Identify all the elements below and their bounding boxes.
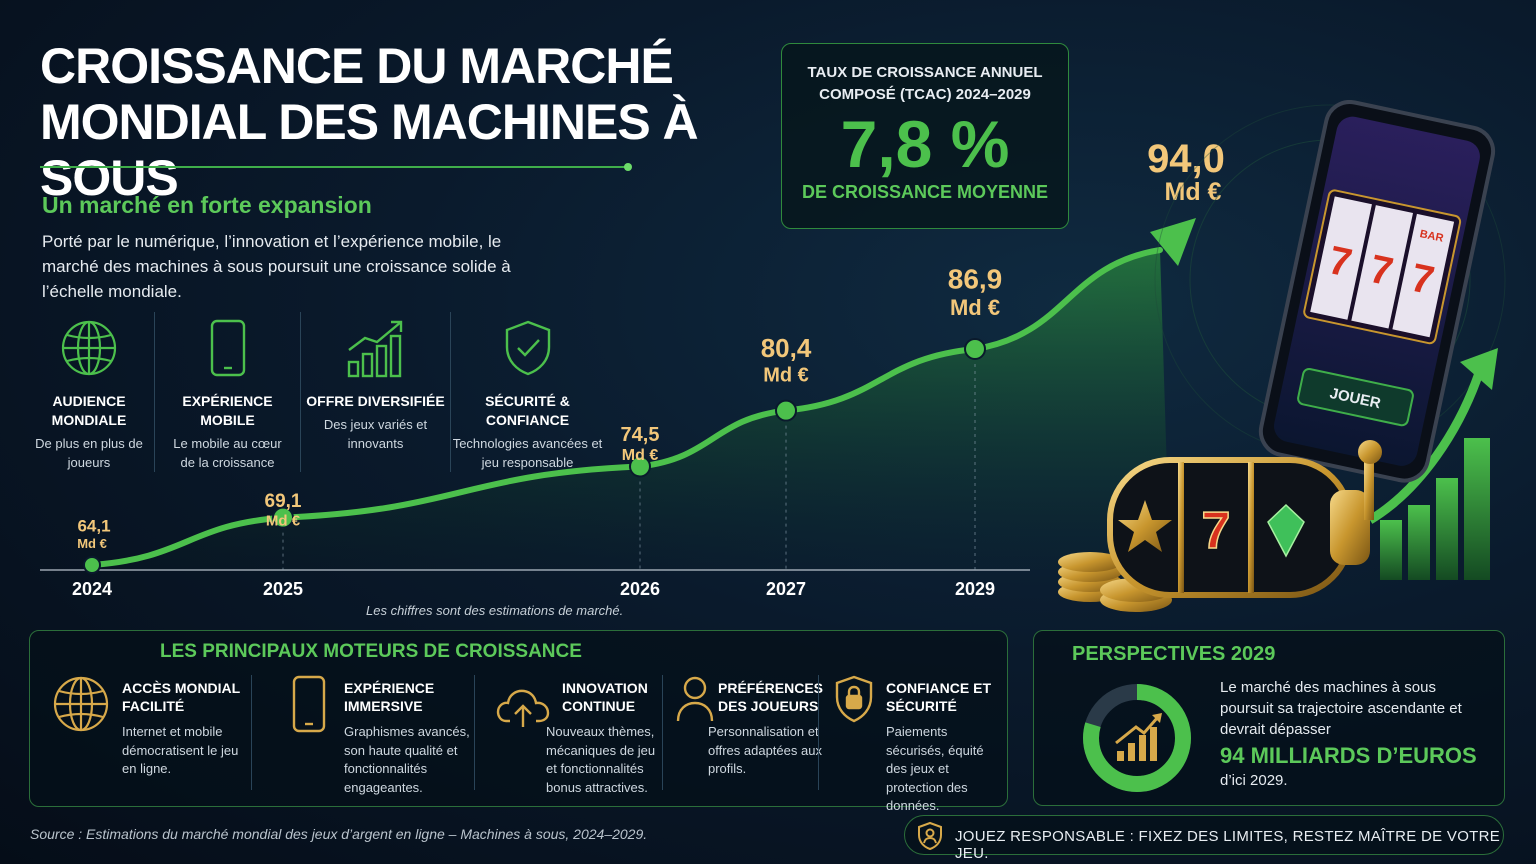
driver-immersive-experience: Expérience immersive Graphismes avancés,…	[290, 675, 490, 795]
driver-separator	[251, 675, 252, 790]
data-label-value: 80,4	[761, 333, 812, 363]
driver-separator	[474, 675, 475, 790]
data-label-unit: Md €	[266, 512, 301, 529]
user-icon	[676, 675, 714, 728]
lock-icon	[834, 675, 874, 728]
perspectives-title: Perspectives 2029	[1072, 643, 1276, 665]
feature-security-trust: Sécurité & confiance Technologies avancé…	[450, 312, 604, 472]
driver-desc: Graphismes avancés, son haute qualité et…	[344, 724, 470, 795]
globe-icon	[52, 675, 110, 738]
smartphone-illustration: 7 7 7 BAR JOUER	[1258, 100, 1496, 483]
cagr-box: Taux de croissance annuel composé (TCAC)…	[781, 43, 1069, 229]
cagr-value: 7,8 %	[840, 107, 1010, 181]
perspectives-panel: Perspectives 2029 Le marché des machines…	[1033, 630, 1505, 806]
shield-check-icon	[451, 318, 604, 378]
driver-player-preferences: Préférences des joueurs Personnalisation…	[676, 675, 826, 793]
feature-row: Audience mondiale De plus en plus de jou…	[24, 312, 604, 472]
chart-point	[629, 455, 651, 478]
chart-area	[92, 250, 1170, 570]
perspectives-text: Le marché des machines à sous poursuit s…	[1220, 679, 1462, 738]
growth-drivers-panel: Les principaux moteurs de croissance Acc…	[29, 630, 1008, 813]
chart-point	[964, 338, 986, 360]
intro-text: Porté par le numérique, l’innovation et …	[42, 232, 511, 301]
driver-continuous-innovation: Innovation continue Nouveaux thèmes, méc…	[496, 675, 656, 795]
driver-global-access: Accès mondial facilité Internet et mobil…	[52, 675, 252, 793]
x-tick-label: 2025	[263, 579, 303, 599]
shield-user-icon	[918, 821, 942, 851]
growth-bars-icon	[301, 318, 450, 378]
driver-title: Expérience immersive	[344, 680, 435, 714]
growth-bars-decoration	[1367, 348, 1498, 580]
driver-trust-security: Confiance et sécurité Paiements sécurisé…	[834, 675, 1004, 813]
chart-series-line	[89, 247, 1163, 568]
chart-point	[272, 506, 294, 529]
data-label-value: 69,1	[265, 491, 302, 512]
data-label-unit: Md €	[622, 447, 659, 464]
smartphone-icon	[155, 318, 300, 378]
feature-desc: Des jeux variés et innovants	[323, 417, 428, 451]
driver-title: Innovation continue	[562, 680, 648, 714]
data-label-unit: Md €	[950, 295, 1000, 320]
chart-note: Les chiffres sont des estimations de mar…	[366, 603, 624, 618]
feature-mobile-experience: Expérience mobile Le mobile au cœur de l…	[154, 312, 300, 472]
title-underline-dot	[624, 163, 632, 171]
feature-desc: Le mobile au cœur de la croissance	[173, 436, 282, 470]
perspectives-highlight: 94 milliards d’euros	[1220, 743, 1477, 768]
driver-title: Préférences des joueurs	[718, 680, 824, 714]
chart-point	[775, 399, 797, 422]
driver-title: Accès mondial facilité	[122, 680, 240, 714]
reel-drum-symbol: 7	[1202, 502, 1231, 560]
driver-separator	[662, 675, 663, 790]
feature-global-audience: Audience mondiale De plus en plus de jou…	[24, 312, 154, 472]
x-tick-label: 2026	[620, 579, 660, 599]
feature-diverse-offer: Offre diversifiée Des jeux variés et inn…	[300, 312, 450, 472]
globe-icon	[24, 318, 154, 378]
driver-separator	[818, 675, 819, 790]
driver-title: Confiance et sécurité	[886, 680, 991, 714]
chart-point	[83, 556, 101, 574]
responsible-gaming-text: Jouez responsable : fixez des limites, r…	[955, 828, 1501, 862]
cagr-sub: de croissance moyenne	[801, 182, 1049, 202]
data-label-unit: Md €	[77, 536, 107, 551]
x-tick-label: 2024	[72, 579, 112, 599]
cagr-label: Taux de croissance annuel composé (TCAC)…	[807, 64, 1043, 103]
chart-arrow-head	[1150, 218, 1196, 266]
page-title: Croissance du marché mondial des machine…	[40, 38, 699, 206]
drivers-title: Les principaux moteurs de croissance	[160, 641, 582, 662]
data-label-unit: Md €	[763, 365, 809, 387]
feature-desc: Technologies avancées et jeu responsable	[452, 436, 603, 470]
donut-growth-icon	[1083, 684, 1191, 792]
projection-label-value: 94,0	[1147, 137, 1225, 181]
x-tick-label: 2029	[955, 579, 995, 599]
feature-title: Sécurité & confiance	[485, 393, 570, 428]
feature-title: Expérience mobile	[182, 393, 273, 428]
data-label-value: 74,5	[621, 424, 660, 446]
source-note: Source : Estimations du marché mondial d…	[30, 826, 648, 842]
x-tick-label: 2027	[766, 579, 806, 599]
smartphone-icon	[290, 675, 328, 738]
cloud-upload-icon	[496, 685, 550, 734]
feature-title: Offre diversifiée	[306, 393, 445, 409]
responsible-gaming-banner: Jouez responsable : fixez des limites, r…	[904, 815, 1504, 862]
data-label-value: 64,1	[77, 517, 110, 536]
driver-desc: Personnalisation et offres adaptées aux …	[708, 724, 822, 776]
perspectives-end: d’ici 2029.	[1220, 772, 1288, 789]
slot-machine-illustration: 7 7 7 BAR JOUER 7	[1058, 100, 1506, 612]
data-label-value: 86,9	[948, 263, 1003, 294]
section-subtitle: Un marché en forte expansion	[42, 192, 372, 218]
slot-reel-illustration: 7	[1107, 440, 1382, 598]
title-underline	[40, 166, 630, 168]
driver-desc: Internet et mobile démocratisent le jeu …	[122, 724, 239, 776]
projection-label-unit: Md €	[1165, 178, 1222, 206]
driver-desc: Nouveaux thèmes, mécaniques de jeu et fo…	[546, 724, 656, 795]
feature-desc: De plus en plus de joueurs	[35, 436, 143, 470]
bar-symbol: BAR	[1419, 228, 1445, 245]
feature-title: Audience mondiale	[51, 393, 127, 428]
driver-desc: Paiements sécurisés, équité des jeux et …	[886, 724, 984, 813]
